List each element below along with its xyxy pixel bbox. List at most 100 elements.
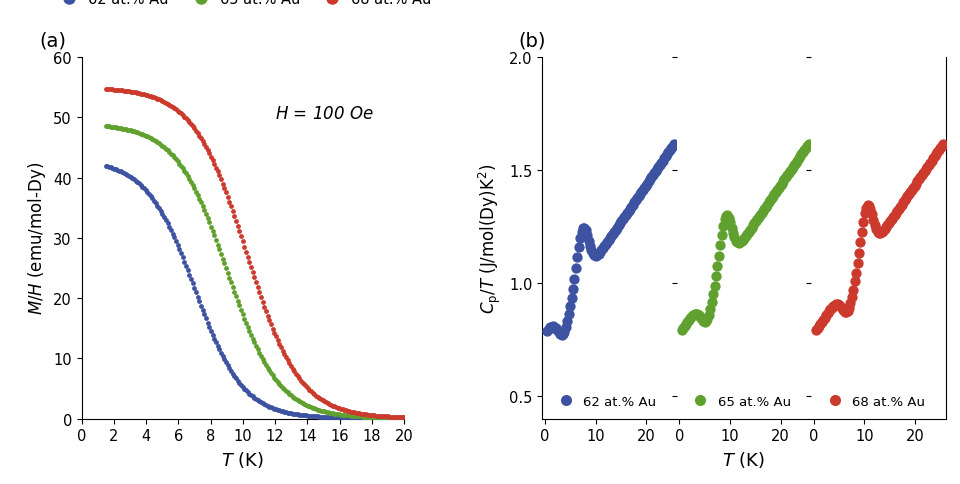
Point [166,105,181,113]
Point [618,212,634,219]
Point [717,216,732,224]
Point [378,414,394,422]
Point [331,405,347,412]
Point [575,225,590,233]
Point [280,409,296,417]
Point [887,212,902,219]
Point [685,311,701,319]
Point [363,411,378,419]
Point [747,220,762,228]
Point [163,151,179,158]
Legend: 65 at.% Au: 65 at.% Au [684,391,795,412]
Point [170,242,185,249]
Point [123,89,138,96]
Point [561,311,576,318]
Point [935,141,950,149]
Point [225,370,240,378]
Point [138,187,154,195]
Point [382,414,397,422]
Point [641,178,657,186]
Point [308,392,324,400]
Point [317,413,332,421]
Point [373,412,389,420]
Point [683,315,698,322]
Point [773,182,788,190]
Point [552,330,567,338]
Point [315,407,330,415]
Point [177,258,192,266]
Point [789,157,804,165]
Point [130,179,145,186]
Point [166,154,181,162]
Point [320,413,335,421]
Point [130,129,145,137]
Point [347,408,362,416]
Point [628,197,643,205]
Point [200,319,215,327]
Point [222,274,237,282]
Point [594,247,610,255]
Point [324,413,340,421]
Point [143,93,158,101]
Point [373,413,389,421]
Point [318,413,333,421]
Point [312,407,327,414]
Point [128,177,143,185]
Point [154,141,169,149]
Point [120,126,135,134]
Point [258,401,274,409]
Point [179,170,194,178]
Point [891,205,906,213]
Point [173,163,188,170]
Point [351,409,367,417]
Point [335,411,350,419]
Point [235,238,251,246]
Point [180,267,195,274]
Point [324,409,340,417]
Point [858,205,874,212]
Point [337,411,352,419]
Point [814,318,829,326]
Point [854,228,870,236]
Point [395,413,410,421]
Point [185,182,201,190]
Point [893,203,908,211]
Point [610,224,625,232]
Point [297,381,312,389]
X-axis label: $T$ (K): $T$ (K) [222,449,264,469]
Point [855,218,871,226]
Point [581,237,596,245]
Point [795,149,810,157]
Point [243,331,258,339]
Point [190,192,205,199]
Point [223,367,238,375]
Point [202,219,217,227]
Point [674,327,689,334]
Point [744,224,759,232]
Point [831,301,847,309]
Point [170,158,185,166]
Point [394,413,409,421]
Point [375,414,391,422]
Point [172,246,187,254]
Point [204,327,219,335]
Point [185,123,201,131]
Point [924,157,939,165]
Point [102,164,117,171]
Point [109,124,125,132]
Point [180,173,195,181]
Point [857,210,873,218]
Point [738,232,754,240]
Point [363,414,378,422]
Point [252,289,267,297]
Point [922,162,937,169]
Point [286,410,301,418]
Point [175,254,190,262]
Point [168,156,183,164]
Point [324,401,339,409]
Point [813,320,828,328]
Point [141,134,156,142]
Point [141,191,156,198]
Point [141,92,156,100]
Point [156,213,172,221]
